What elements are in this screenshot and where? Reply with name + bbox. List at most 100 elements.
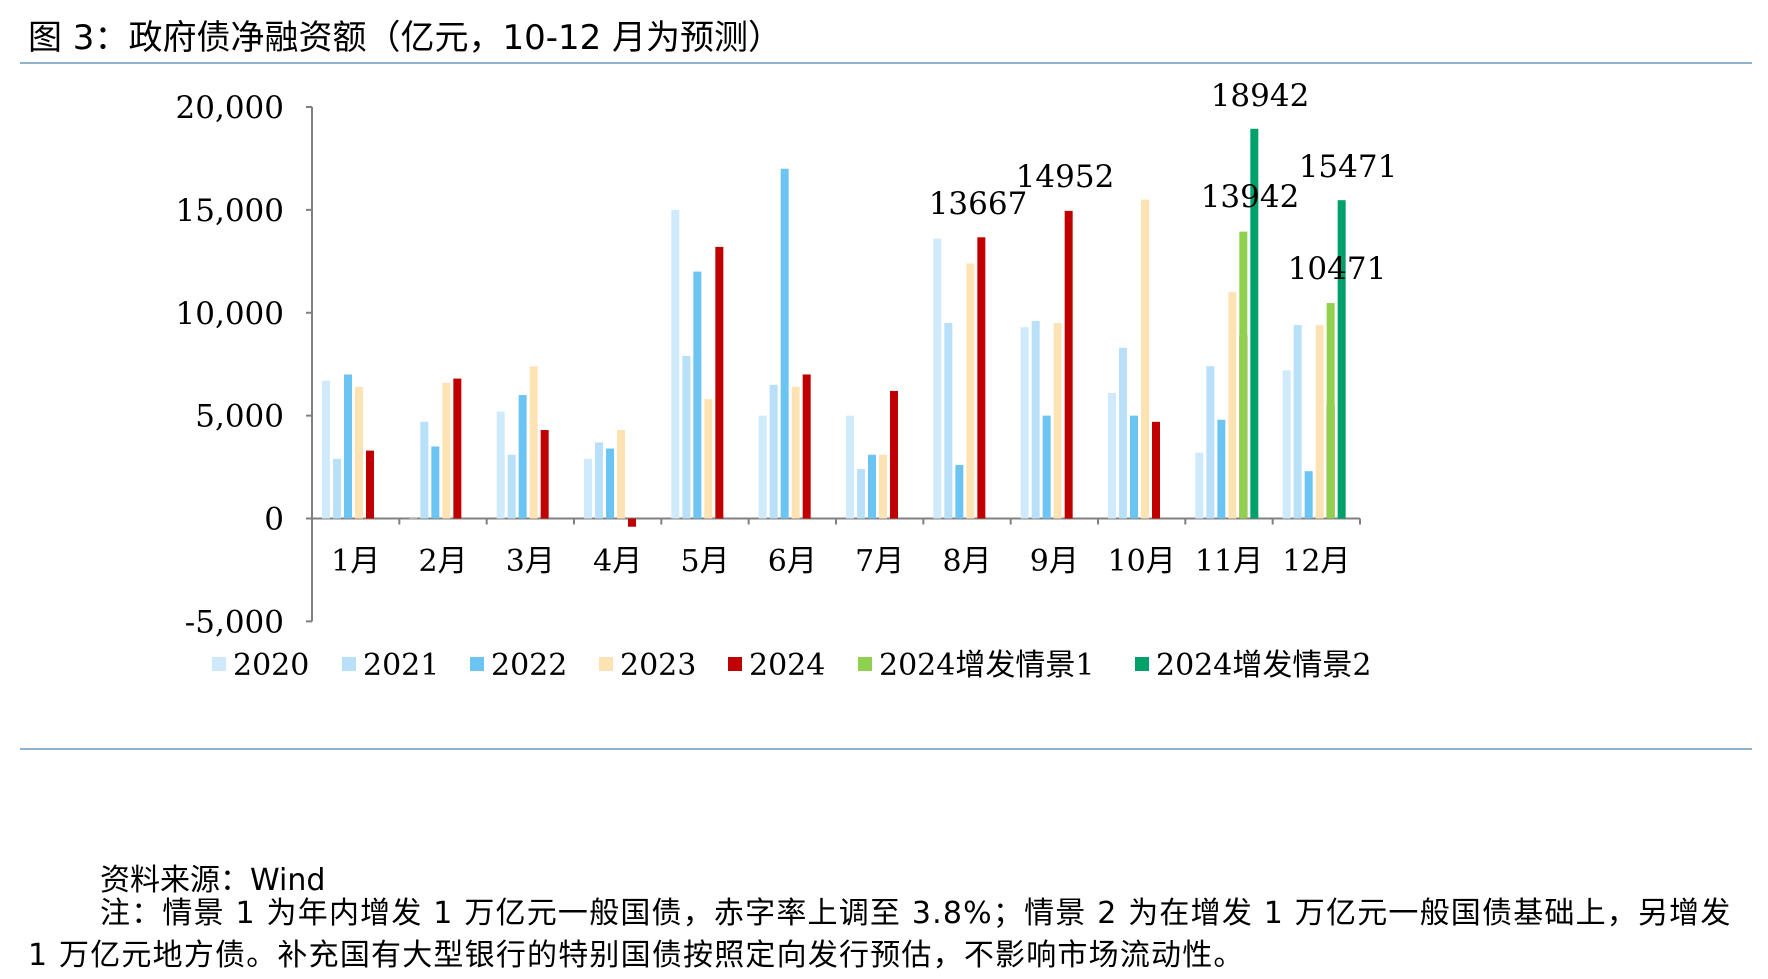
bar-chart: 20,000 15,000 10,000 5,000 0 -5,000 1月 2月 3月 4月 5月… bbox=[176, 78, 1398, 683]
y-tick-label: 0 bbox=[264, 502, 284, 538]
bar bbox=[1326, 303, 1335, 519]
legend-swatch bbox=[728, 657, 742, 671]
y-tick-label: -5,000 bbox=[185, 604, 284, 640]
bar bbox=[442, 382, 451, 519]
legend-label: 2023 bbox=[620, 648, 696, 683]
bar bbox=[344, 374, 352, 519]
bar bbox=[857, 469, 865, 519]
bar bbox=[1119, 347, 1127, 519]
y-tick-label: 20,000 bbox=[176, 90, 284, 126]
x-tick-label: 12月 bbox=[1282, 544, 1350, 579]
page-title: 图 3：政府债净融资额（亿元，10-12 月为预测） bbox=[28, 18, 783, 58]
legend-swatch bbox=[342, 657, 356, 671]
bar bbox=[322, 380, 330, 519]
bar bbox=[1315, 325, 1324, 519]
bar bbox=[1282, 370, 1291, 519]
bar bbox=[1108, 392, 1116, 519]
legend-swatch bbox=[470, 657, 484, 671]
bar bbox=[715, 246, 724, 519]
bar bbox=[933, 238, 942, 519]
bar bbox=[1053, 323, 1062, 519]
x-tick-label: 1月 bbox=[331, 544, 380, 579]
bar bbox=[1293, 325, 1302, 519]
bar bbox=[1141, 199, 1149, 519]
legend-label: 2022 bbox=[491, 648, 567, 683]
bar bbox=[769, 384, 778, 519]
legend-swatch bbox=[858, 657, 872, 671]
bar bbox=[409, 518, 418, 519]
bar bbox=[802, 374, 811, 519]
bar bbox=[977, 237, 986, 519]
legend-label: 2021 bbox=[363, 648, 439, 683]
legend-label: 2020 bbox=[233, 648, 309, 683]
bar bbox=[496, 411, 505, 519]
bar bbox=[704, 399, 713, 519]
bar bbox=[518, 395, 527, 519]
x-tick-label: 5月 bbox=[680, 544, 729, 579]
bar bbox=[966, 263, 975, 519]
note-text: 注：情景 1 为年内增发 1 万亿元一般国债，赤字率上调至 3.8%；情景 2 … bbox=[28, 896, 1732, 973]
bar bbox=[1228, 292, 1237, 519]
bar bbox=[944, 323, 953, 519]
bar bbox=[758, 415, 767, 519]
bar bbox=[879, 454, 887, 519]
bar bbox=[846, 415, 854, 519]
data-label: 18942 bbox=[1211, 78, 1310, 114]
legend-swatch bbox=[1135, 657, 1149, 671]
bar bbox=[628, 518, 636, 527]
x-tick-label: 7月 bbox=[855, 544, 904, 579]
bar bbox=[453, 378, 462, 519]
bar bbox=[606, 448, 614, 519]
y-tick-label: 5,000 bbox=[195, 399, 284, 435]
bar bbox=[617, 430, 625, 519]
bar bbox=[366, 450, 374, 519]
bar bbox=[1337, 200, 1346, 519]
bar bbox=[1020, 327, 1029, 519]
data-label: 14952 bbox=[1016, 159, 1115, 195]
footer-rule bbox=[20, 748, 1752, 750]
bar bbox=[1304, 471, 1313, 519]
bar bbox=[1195, 452, 1204, 519]
title-rule bbox=[20, 62, 1752, 64]
bar bbox=[1042, 415, 1051, 519]
bar bbox=[1130, 415, 1138, 519]
legend-swatch bbox=[212, 657, 226, 671]
y-tick-label: 15,000 bbox=[176, 193, 284, 229]
bar bbox=[1217, 419, 1226, 519]
x-tick-label: 8月 bbox=[942, 544, 991, 579]
bar bbox=[333, 458, 341, 519]
legend-label: 2024增发情景1 bbox=[879, 648, 1094, 683]
x-tick-label: 10月 bbox=[1108, 544, 1176, 579]
bar bbox=[1250, 128, 1259, 519]
x-tick-label: 4月 bbox=[593, 544, 642, 579]
bar bbox=[955, 465, 964, 519]
source-text: 资料来源：Wind bbox=[100, 863, 326, 898]
bar bbox=[595, 442, 603, 519]
bar bbox=[1152, 421, 1160, 519]
bar bbox=[780, 168, 789, 519]
bar bbox=[420, 421, 429, 519]
x-tick-label: 11月 bbox=[1195, 544, 1263, 579]
y-tick-label: 10,000 bbox=[176, 296, 284, 332]
bar bbox=[529, 366, 538, 519]
bar bbox=[868, 454, 876, 519]
bar bbox=[540, 430, 549, 519]
x-tick-label: 6月 bbox=[768, 544, 817, 579]
bar bbox=[355, 386, 363, 519]
bar bbox=[693, 271, 702, 519]
legend-label: 2024增发情景2 bbox=[1156, 648, 1371, 683]
bar bbox=[791, 386, 800, 519]
bar bbox=[431, 446, 440, 519]
x-tick-label: 3月 bbox=[506, 544, 555, 579]
bar bbox=[507, 454, 516, 519]
bar bbox=[1239, 231, 1248, 519]
legend-label: 2024 bbox=[749, 648, 825, 683]
bar bbox=[584, 458, 592, 519]
x-tick-label: 9月 bbox=[1030, 544, 1079, 579]
data-label: 15471 bbox=[1299, 149, 1398, 185]
bar bbox=[682, 355, 691, 519]
bar bbox=[1031, 320, 1040, 519]
bar bbox=[890, 390, 898, 519]
bar bbox=[1206, 366, 1215, 519]
data-label: 13942 bbox=[1201, 179, 1300, 215]
